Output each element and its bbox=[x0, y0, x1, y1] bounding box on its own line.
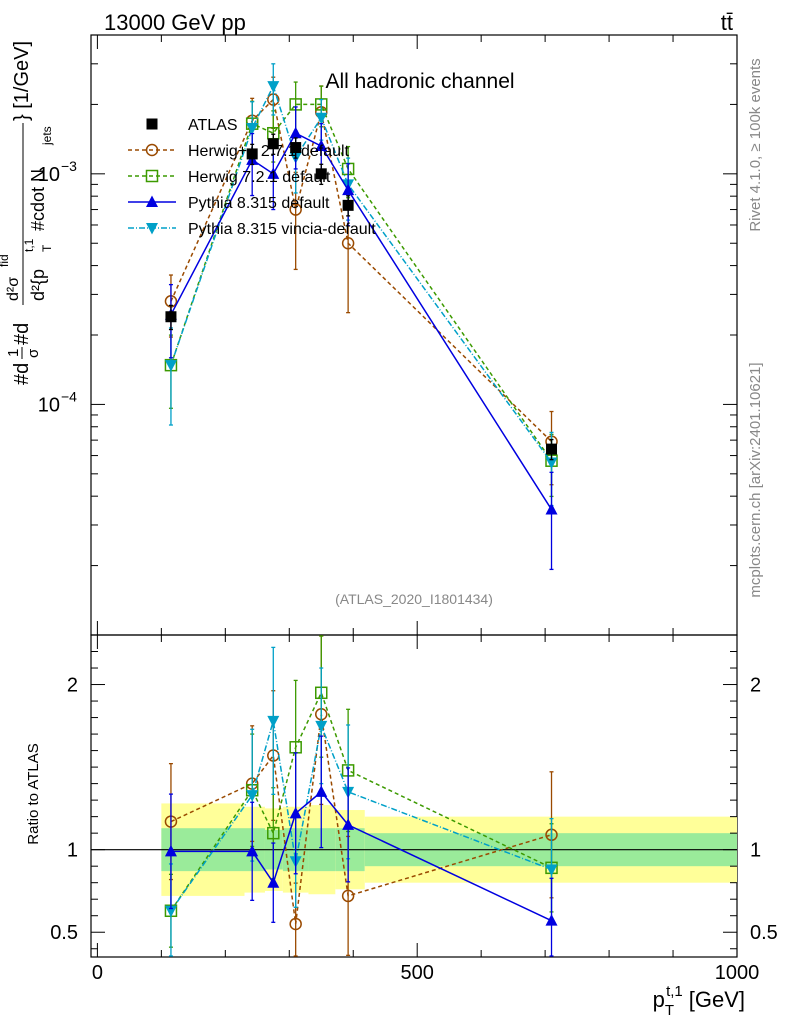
data-point bbox=[246, 123, 259, 135]
x-axis-label: pTt,1 [GeV] bbox=[653, 983, 745, 1019]
ratio-y-tick-label-right: 1 bbox=[750, 840, 761, 862]
svg-text:fid: fid bbox=[0, 254, 11, 267]
data-point bbox=[165, 311, 177, 323]
ratio-point bbox=[267, 826, 280, 840]
legend-item: Herwig++ 2.7.1 default bbox=[128, 143, 350, 160]
svg-text:d²{p: d²{p bbox=[28, 269, 48, 301]
svg-text:#cdot N: #cdot N bbox=[28, 169, 48, 231]
legend: ATLAS Herwig++ 2.7.1 default Herwig 7.2.1 … bbox=[128, 117, 376, 238]
header-right: tt̄ bbox=[721, 10, 733, 35]
legend-marker bbox=[146, 195, 158, 207]
ratio-point bbox=[164, 905, 177, 918]
mcplots-label: mcplots.cern.ch [arXiv:2401.10621] bbox=[747, 362, 764, 597]
legend-item: Pythia 8.315 vincia-default bbox=[128, 221, 376, 238]
ratio-point bbox=[267, 876, 280, 888]
data-point bbox=[267, 167, 280, 179]
ratio-point bbox=[315, 785, 328, 797]
data-point bbox=[315, 168, 327, 180]
data-point bbox=[267, 81, 280, 93]
legend-label: Herwig 7.2.1 default bbox=[188, 169, 331, 186]
y-tick-label: 10 bbox=[38, 394, 60, 416]
series-herwig-2-7-1-default bbox=[164, 76, 558, 486]
legend-marker bbox=[146, 118, 158, 130]
legend-label: Pythia 8.315 default bbox=[188, 195, 330, 212]
ratio-y-tick-label-right: 2 bbox=[750, 675, 761, 697]
chart-title: All hadronic channel bbox=[325, 70, 514, 93]
ratio-y-tick-label: 2 bbox=[67, 675, 78, 697]
data-point bbox=[315, 112, 328, 125]
ratio-frame bbox=[90, 634, 738, 958]
legend-label: Herwig++ 2.7.1 default bbox=[188, 143, 350, 160]
y-tick-exponent: −3 bbox=[61, 158, 77, 174]
x-tick-label: 0 bbox=[92, 962, 103, 984]
legend-marker bbox=[146, 223, 158, 235]
ratio-point bbox=[342, 818, 355, 830]
rivet-label: Rivet 4.1.0, ≥ 100k events bbox=[747, 58, 764, 231]
data-point bbox=[246, 148, 258, 160]
ratio-series-herwig-2-7-1-default bbox=[164, 635, 558, 957]
y-axis-label: #d 1 σ #d d²σ fid d²{p T t,1 #cdot N jet… bbox=[0, 41, 54, 385]
main-series bbox=[164, 63, 558, 571]
ratio-point bbox=[289, 806, 302, 819]
data-point bbox=[546, 443, 558, 455]
ratio-point bbox=[246, 844, 259, 857]
svg-text:} [1/GeV]: } [1/GeV] bbox=[11, 41, 33, 121]
data-point bbox=[342, 183, 355, 196]
data-point bbox=[341, 236, 355, 250]
svg-text:d²σ: d²σ bbox=[5, 277, 22, 301]
data-point bbox=[545, 503, 558, 515]
data-point bbox=[545, 457, 558, 469]
ratio-point bbox=[315, 720, 328, 733]
ratio-y-tick-label: 1 bbox=[67, 840, 78, 862]
ratio-point bbox=[341, 889, 355, 903]
legend-label: ATLAS bbox=[188, 117, 238, 134]
data-point bbox=[290, 142, 302, 154]
analysis-id: (ATLAS_2020_I1801434) bbox=[335, 591, 493, 607]
ratio-series-pythia-8-315-vincia-default bbox=[164, 646, 558, 957]
ratio-series bbox=[164, 635, 558, 957]
data-point bbox=[315, 139, 328, 152]
data-point bbox=[289, 203, 302, 216]
header-left: 13000 GeV pp bbox=[104, 10, 246, 35]
ratio-series-herwig-7-2-1-default bbox=[164, 635, 558, 948]
legend-marker bbox=[145, 169, 159, 183]
main-axes: 10−410−310−2 bbox=[38, 34, 738, 636]
data-point bbox=[289, 126, 302, 139]
svg-text:#d: #d bbox=[11, 363, 33, 385]
ratio-panel: 0 500 1000 0.5 0.5 1 1 2 2 bbox=[50, 634, 778, 984]
svg-text:#d: #d bbox=[11, 323, 33, 345]
ratio-point bbox=[545, 914, 558, 926]
svg-text:T: T bbox=[40, 244, 54, 252]
legend-item: Herwig 7.2.1 default bbox=[128, 169, 331, 186]
series-line bbox=[170, 132, 553, 510]
x-tick-label: 500 bbox=[401, 962, 434, 984]
ratio-y-tick-label: 0.5 bbox=[50, 922, 78, 944]
legend-item: ATLAS bbox=[146, 117, 238, 134]
legend-label: Pythia 8.315 vincia-default bbox=[188, 221, 376, 238]
y-tick-exponent: −4 bbox=[61, 388, 77, 404]
legend-item: Pythia 8.315 default bbox=[128, 195, 330, 212]
svg-text:jets: jets bbox=[40, 126, 54, 146]
ratio-point bbox=[246, 790, 259, 802]
series-atlas bbox=[165, 133, 558, 461]
data-point bbox=[267, 138, 279, 150]
ratio-y-tick-label-right: 0.5 bbox=[750, 922, 778, 944]
ratio-point bbox=[267, 715, 280, 728]
data-point bbox=[164, 360, 177, 372]
y-tick-label: 10 bbox=[38, 164, 60, 186]
ratio-y-axis-label: Ratio to ATLAS bbox=[25, 743, 42, 844]
ratio-point bbox=[164, 844, 177, 857]
ratio-series-pythia-8-315-default bbox=[164, 735, 558, 957]
ratio-point bbox=[545, 864, 558, 876]
legend-marker bbox=[145, 143, 159, 157]
ratio-point bbox=[289, 917, 302, 931]
svg-text:t,1: t,1 bbox=[22, 238, 36, 252]
ratio-axes: 0 500 1000 0.5 0.5 1 1 2 2 bbox=[50, 635, 778, 984]
svg-text:1: 1 bbox=[5, 349, 22, 357]
x-tick-label: 1000 bbox=[715, 962, 760, 984]
main-panel: 10−410−310−2 All hadronic channel (ATLAS… bbox=[38, 34, 738, 636]
svg-text:σ: σ bbox=[25, 348, 42, 358]
data-point bbox=[342, 199, 354, 211]
